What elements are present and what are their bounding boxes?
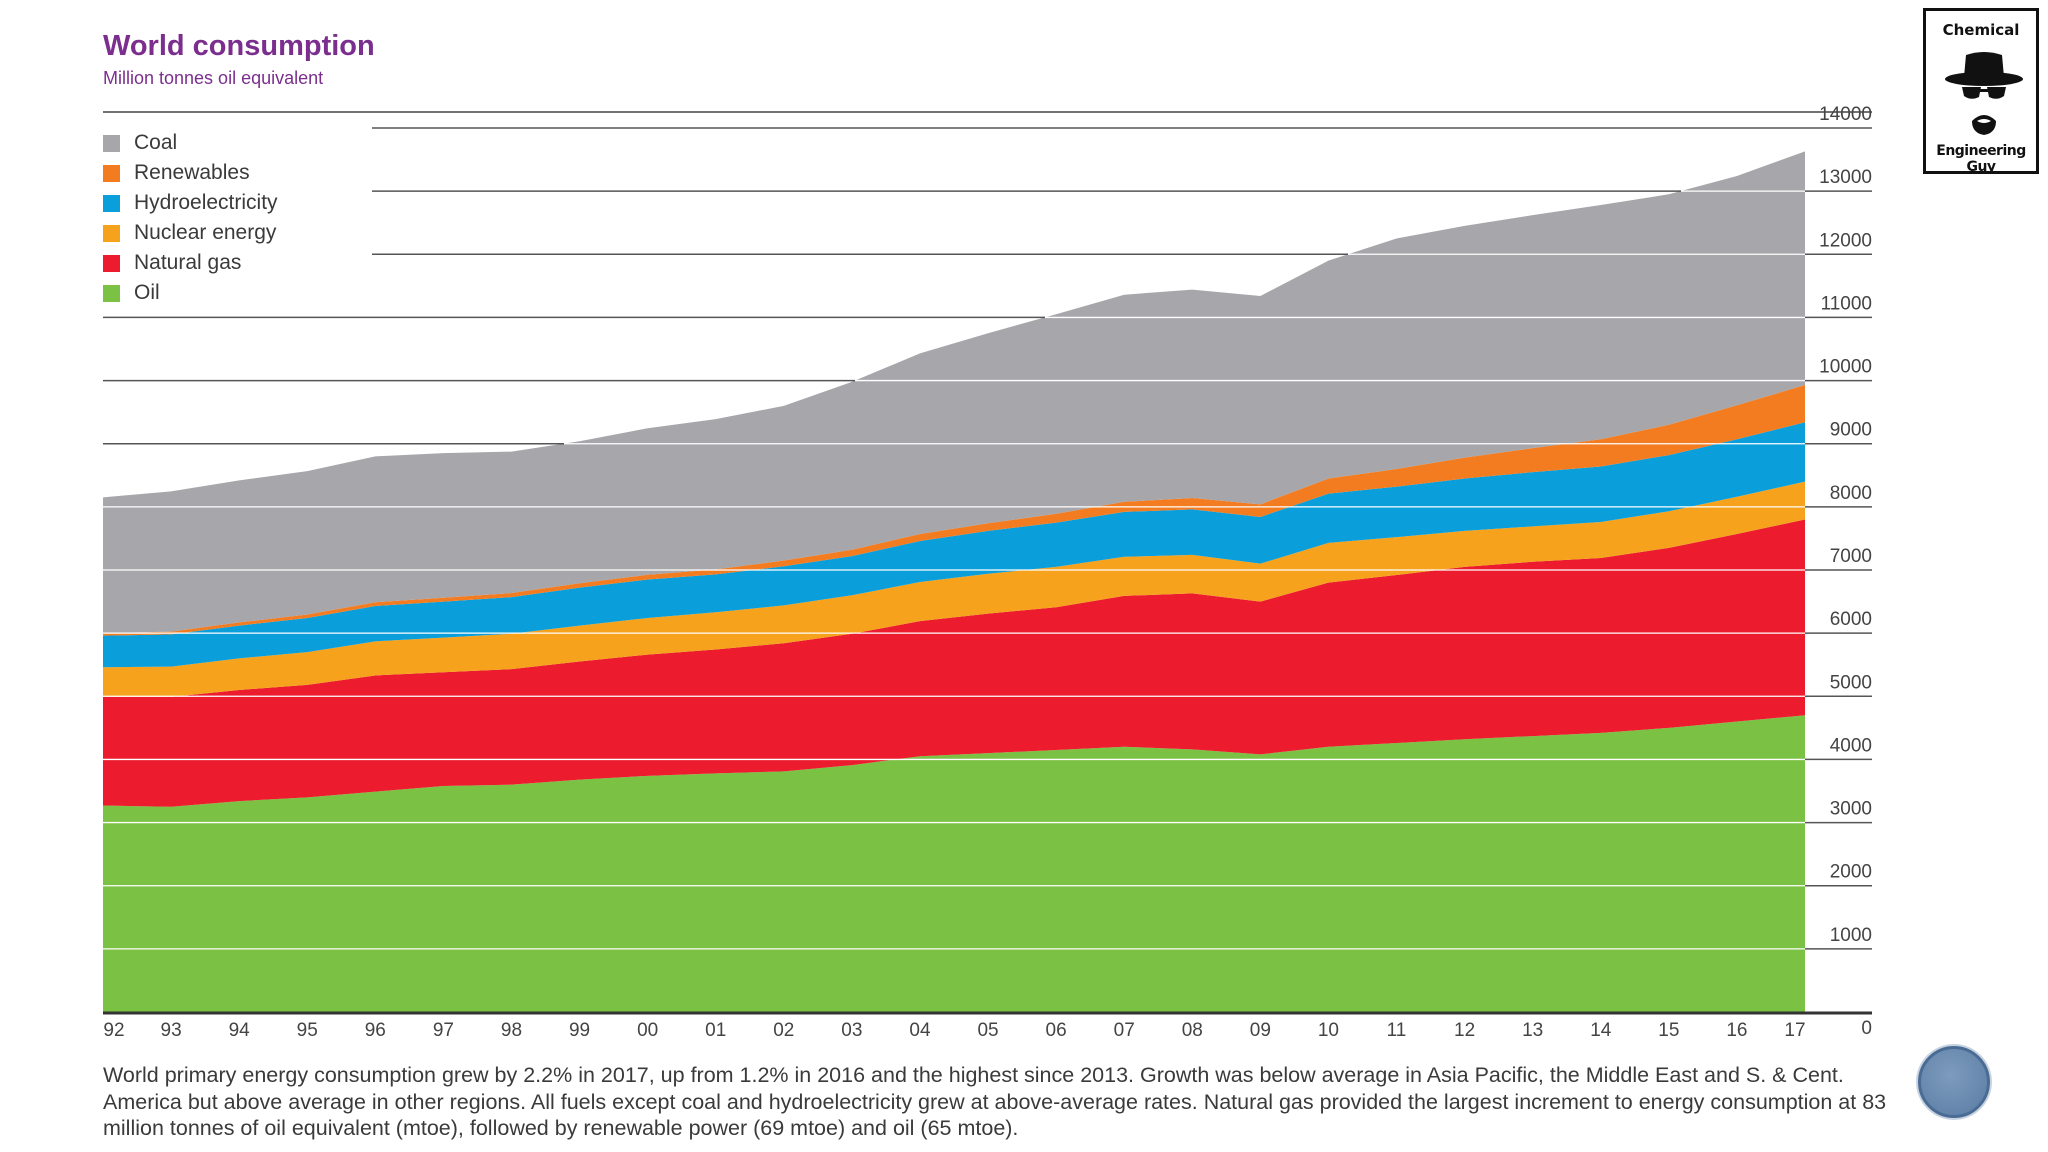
x-tick-label: 94 bbox=[229, 1020, 251, 1041]
logo-bottom-text: Engineering Guy bbox=[1936, 143, 2026, 175]
x-tick-label: 99 bbox=[569, 1020, 590, 1041]
y-tick-label: 5000 bbox=[1830, 672, 1872, 693]
y-tick-label: 1000 bbox=[1830, 925, 1872, 946]
x-tick-label: 15 bbox=[1658, 1020, 1679, 1041]
chart-caption: World primary energy consumption grew by… bbox=[103, 1063, 1887, 1140]
area-nuclear-energy bbox=[103, 481, 1805, 697]
legend-label: Natural gas bbox=[134, 251, 242, 274]
x-tick-label: 92 bbox=[103, 1020, 124, 1041]
x-tick-label: 13 bbox=[1522, 1020, 1543, 1041]
legend-label: Oil bbox=[134, 281, 160, 304]
legend-item: Hydroelectricity bbox=[103, 188, 278, 218]
legend-swatch bbox=[103, 164, 120, 182]
chart-subtitle: Million tonnes oil equivalent bbox=[103, 68, 324, 88]
legend-label: Coal bbox=[134, 131, 178, 154]
chart-areas bbox=[103, 151, 1805, 1012]
logo-top-text: Chemical bbox=[1942, 21, 2020, 39]
y-tick-label: 4000 bbox=[1830, 735, 1872, 756]
x-tick-label: 07 bbox=[1114, 1020, 1135, 1041]
area-natural-gas bbox=[103, 519, 1805, 807]
chart-legend: Coal Renewables Hydroelectricity Nuclear en… bbox=[103, 128, 278, 308]
x-tick-label: 12 bbox=[1454, 1020, 1475, 1041]
area-oil bbox=[103, 715, 1805, 1012]
legend-swatch bbox=[103, 254, 120, 272]
y-tick-label: 3000 bbox=[1830, 799, 1872, 820]
x-tick-label: 16 bbox=[1726, 1020, 1747, 1041]
legend-item: Renewables bbox=[103, 158, 278, 188]
x-tick-label: 02 bbox=[773, 1020, 794, 1041]
legend-item: Natural gas bbox=[103, 248, 278, 278]
x-tick-label: 10 bbox=[1318, 1020, 1339, 1041]
legend-label: Nuclear energy bbox=[134, 221, 277, 244]
legend-swatch bbox=[103, 224, 120, 242]
y-tick-label: 6000 bbox=[1830, 609, 1872, 630]
legend-item: Nuclear energy bbox=[103, 218, 278, 248]
y-tick-label: 9000 bbox=[1830, 420, 1872, 441]
x-tick-label: 00 bbox=[637, 1020, 658, 1041]
legend-swatch bbox=[103, 194, 120, 212]
circle-nav-icon[interactable] bbox=[1918, 1046, 1990, 1118]
y-tick-label: 8000 bbox=[1830, 483, 1872, 504]
x-tick-label: 97 bbox=[433, 1020, 454, 1041]
legend-label: Renewables bbox=[134, 161, 250, 184]
legend-item: Oil bbox=[103, 278, 278, 308]
x-tick-label: 96 bbox=[365, 1020, 386, 1041]
x-tick-label: 01 bbox=[705, 1020, 726, 1041]
x-tick-label: 93 bbox=[161, 1020, 182, 1041]
chart-gridlines bbox=[103, 111, 1872, 1015]
y-tick-label: 12000 bbox=[1819, 230, 1872, 251]
x-tick-label: 11 bbox=[1387, 1020, 1407, 1041]
legend-swatch bbox=[103, 284, 120, 302]
x-tick-label: 14 bbox=[1590, 1020, 1612, 1041]
y-tick-label: 13000 bbox=[1819, 167, 1872, 188]
x-tick-label: 03 bbox=[841, 1020, 862, 1041]
legend-label: Hydroelectricity bbox=[134, 191, 278, 214]
x-tick-label: 17 bbox=[1784, 1020, 1805, 1041]
area-coal bbox=[103, 151, 1805, 634]
x-tick-label: 06 bbox=[1046, 1020, 1067, 1041]
y-tick-label: 11000 bbox=[1821, 293, 1872, 314]
chart-title: World consumption bbox=[103, 30, 375, 62]
area-hydroelectricity bbox=[103, 422, 1805, 668]
x-tick-label: 08 bbox=[1182, 1020, 1203, 1041]
channel-logo: Chemical Engineering Guy bbox=[1923, 8, 2039, 175]
y-tick-label: 14000 bbox=[1819, 104, 1872, 125]
x-tick-label: 98 bbox=[501, 1020, 522, 1041]
y-tick-label: 2000 bbox=[1830, 862, 1872, 883]
chart-tick-labels: 0100020003000400050006000700080009000100… bbox=[103, 104, 1872, 1041]
legend-item: Coal bbox=[103, 128, 278, 158]
y-tick-label: 7000 bbox=[1830, 546, 1872, 567]
x-tick-label: 09 bbox=[1250, 1020, 1271, 1041]
y-tick-label: 10000 bbox=[1819, 357, 1872, 378]
heisenberg-hat-icon bbox=[1945, 52, 2023, 135]
y-tick-label: 0 bbox=[1861, 1018, 1872, 1039]
x-tick-label: 05 bbox=[977, 1020, 998, 1041]
x-tick-label: 95 bbox=[297, 1020, 318, 1041]
x-tick-label: 04 bbox=[909, 1020, 931, 1041]
legend-swatch bbox=[103, 134, 120, 152]
